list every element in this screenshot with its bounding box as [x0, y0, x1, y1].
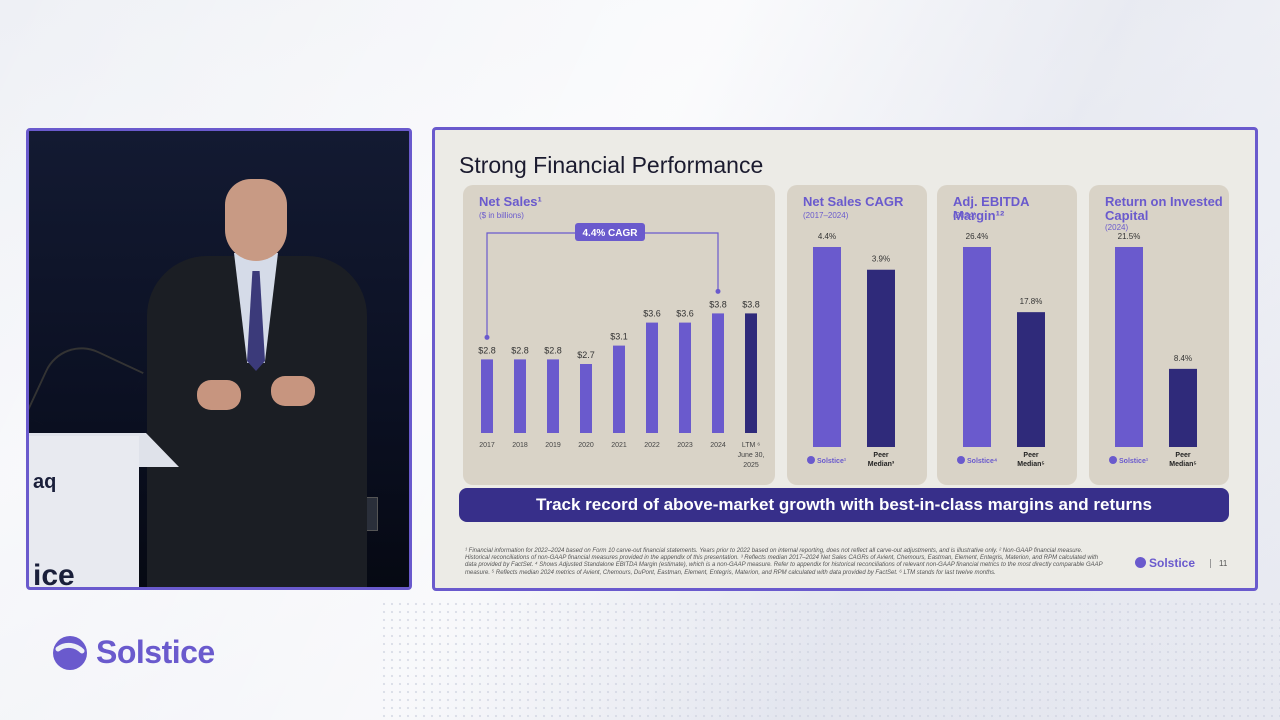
bar — [514, 359, 526, 433]
tick-label: 2018 — [512, 442, 528, 449]
tick-label: 2019 — [545, 442, 561, 449]
tick-label: 2017 — [479, 442, 495, 449]
data-label: $2.8 — [478, 345, 496, 355]
roic-subtitle: (2024) — [1105, 223, 1129, 232]
tick-label: Solstice¹ — [1119, 458, 1149, 465]
cagr-panel: Net Sales CAGR (2017–2024) 4.4% 3.9% Solst… — [787, 185, 927, 485]
data-label: $3.1 — [610, 332, 628, 342]
ebitda-panel: Adj. EBITDA Margin¹² (2024) 26.4% 17.8% So… — [937, 185, 1077, 485]
tick-label: 2022 — [644, 442, 660, 449]
net-sales-panel: Net Sales¹ ($ in billions) $2.8 2017 $2.8 2… — [463, 185, 775, 485]
data-label: $3.8 — [709, 299, 727, 309]
solstice-logo-icon — [807, 456, 815, 464]
ebitda-title: Adj. EBITDA Margin¹² — [953, 194, 1030, 223]
cagr-subtitle: (2017–2024) — [803, 211, 849, 220]
tick-label: Solstice¹ — [817, 458, 847, 465]
data-label: 4.4% — [818, 232, 836, 241]
net-sales-chart: $2.8 2017 $2.8 2018 $2.8 2019 $2.7 2020 $3.1 2021… — [478, 223, 765, 469]
tick-label: Solstice⁴ — [967, 458, 998, 465]
slide-title: Strong Financial Performance — [459, 152, 764, 178]
cagr-chart: 4.4% 3.9% Solstice¹ Peer Median³ — [807, 232, 895, 468]
slide-footnote: ¹ Financial information for 2022–2024 ba… — [465, 548, 1103, 576]
tick-label: Median³ — [868, 461, 895, 468]
data-label: 3.9% — [872, 255, 890, 264]
data-label: 17.8% — [1020, 297, 1043, 306]
bar — [813, 247, 841, 447]
solstice-logo-icon — [1135, 557, 1146, 568]
slide-logo-text: Solstice — [1149, 556, 1196, 570]
cagr-badge — [575, 223, 645, 241]
bar — [481, 359, 493, 433]
speaker-head — [225, 179, 287, 261]
ebitda-subtitle: (2024) — [953, 211, 977, 220]
speaker-tie — [247, 271, 265, 371]
speaker-hands — [197, 376, 327, 416]
data-label: $2.7 — [577, 350, 595, 360]
tick-label: Peer — [873, 452, 888, 459]
slide-banner: Track record of above-market growth with… — [459, 488, 1229, 522]
bar — [646, 322, 658, 433]
tick-label: Median⁵ — [1169, 461, 1196, 468]
data-label: 21.5% — [1118, 232, 1141, 241]
data-label: $2.8 — [544, 345, 562, 355]
roic-panel: Return on Invested Capital (2024) 21.5% 8… — [1089, 185, 1229, 485]
roic-chart: 21.5% 8.4% Solstice¹ Peer Median⁵ — [1109, 232, 1197, 468]
data-label: $3.8 — [742, 299, 760, 309]
presentation-slide: Strong Financial Performance Net Sales¹ … — [432, 127, 1258, 591]
net-sales-subtitle: ($ in billions) — [479, 211, 524, 220]
slide-page-number: 11 — [1210, 559, 1227, 568]
bar — [963, 247, 991, 447]
ebitda-chart: 26.4% 17.8% Solstice⁴ Peer Median⁵ — [957, 232, 1045, 468]
bar — [679, 322, 691, 433]
tick-label: LTM ⁶ — [742, 442, 760, 449]
tick-label: Peer — [1175, 452, 1190, 459]
bar — [1169, 368, 1197, 447]
podium-text-bottom: ice — [33, 559, 75, 590]
bar — [745, 313, 757, 433]
bar — [580, 364, 592, 433]
bracket-dot — [715, 288, 721, 294]
roic-title: Return on Invested Capital — [1105, 194, 1223, 223]
tick-label: Peer — [1023, 452, 1038, 459]
solstice-logo-icon — [52, 632, 88, 672]
data-label: $2.8 — [511, 345, 529, 355]
bar — [613, 345, 625, 433]
tick-label: 2023 — [677, 442, 693, 449]
podium — [29, 436, 139, 587]
bar — [867, 269, 895, 447]
podium-text-top: aq — [33, 471, 57, 493]
tick-label: 2021 — [611, 442, 627, 449]
cagr-title: Net Sales CAGR — [803, 194, 904, 209]
brand-name: Solstice — [96, 633, 215, 670]
data-label: $3.6 — [676, 309, 694, 319]
solstice-logo-icon — [1109, 456, 1117, 464]
bar — [547, 359, 559, 433]
bar — [1017, 312, 1045, 447]
tick-label: 2020 — [578, 442, 594, 449]
cagr-bracket — [486, 232, 719, 338]
tick-label: Median⁵ — [1017, 461, 1044, 468]
slide-logo: Solstice — [1135, 556, 1195, 570]
brand-logo: Solstice — [52, 632, 215, 672]
net-sales-title: Net Sales¹ — [479, 194, 542, 209]
tick-label: 2024 — [710, 442, 726, 449]
bracket-dot — [484, 334, 490, 340]
bar — [712, 313, 724, 433]
solstice-logo-icon — [957, 456, 965, 464]
tick-sublabel: 2025 — [743, 462, 759, 469]
cagr-badge-label: 4.4% CAGR — [582, 228, 638, 239]
data-label: $3.6 — [643, 309, 661, 319]
bar — [1115, 247, 1143, 447]
speaker-video: aq ice — [26, 128, 412, 590]
data-label: 26.4% — [966, 232, 989, 241]
data-label: 8.4% — [1174, 354, 1192, 363]
tick-sublabel: June 30, — [738, 452, 765, 459]
background-dots — [380, 600, 1280, 720]
